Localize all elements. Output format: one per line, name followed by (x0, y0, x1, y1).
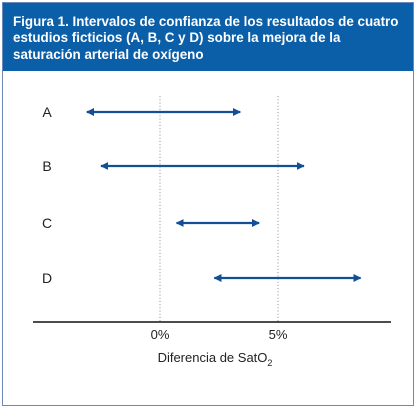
figure-frame: Figura 1. Intervalos de confianza de los… (2, 2, 414, 406)
category-label-A: A (42, 104, 52, 120)
tick-label-1: 5% (269, 327, 288, 342)
chart-title: Figura 1. Intervalos de confianza de los… (3, 3, 413, 71)
tick-label-0: 0% (151, 327, 170, 342)
x-axis-label-prefix: Diferencia de SatO (158, 350, 268, 365)
x-axis-label: Diferencia de SatO2 (158, 350, 273, 368)
category-label-C: C (42, 215, 52, 231)
x-axis-label-subscript: 2 (267, 358, 272, 368)
category-label-D: D (42, 270, 52, 286)
category-label-B: B (42, 158, 51, 174)
